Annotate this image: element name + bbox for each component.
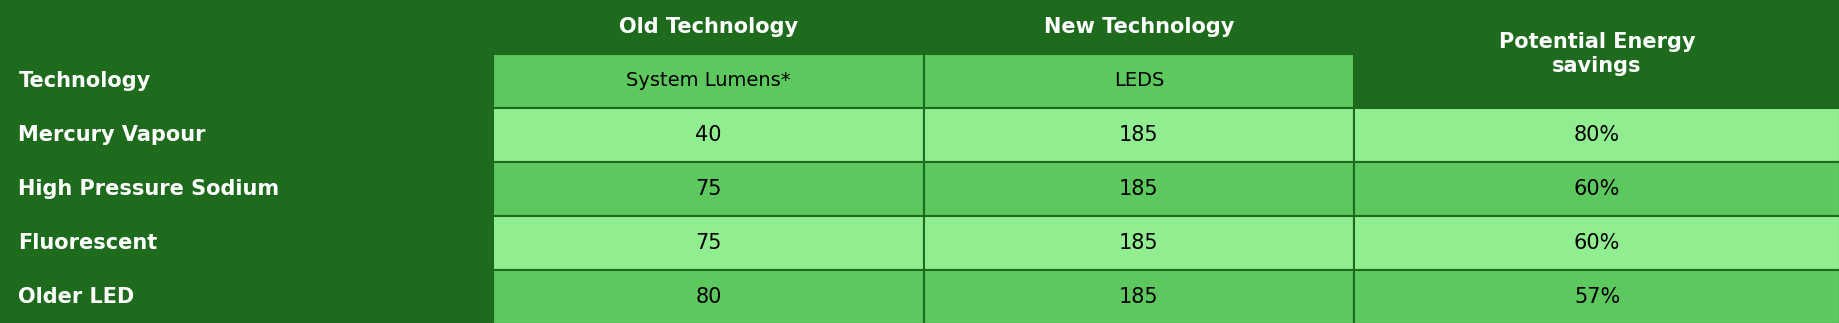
Bar [493, 108, 923, 162]
Text: 185: 185 [1118, 125, 1159, 145]
Text: Potential Energy
savings: Potential Energy savings [1499, 32, 1694, 76]
Text: 185: 185 [1118, 179, 1159, 199]
Text: Mercury Vapour: Mercury Vapour [18, 125, 206, 145]
Text: 40: 40 [695, 125, 721, 145]
Bar [493, 162, 923, 216]
Text: 60%: 60% [1572, 233, 1620, 253]
Bar [0, 216, 493, 270]
Text: Older LED: Older LED [18, 287, 134, 307]
Bar [0, 54, 493, 108]
Bar [0, 108, 493, 162]
Bar [1354, 108, 1839, 162]
Bar [1354, 216, 1839, 270]
Text: 60%: 60% [1572, 179, 1620, 199]
Text: System Lumens*: System Lumens* [625, 71, 791, 90]
Text: Fluorescent: Fluorescent [18, 233, 158, 253]
Text: 80: 80 [695, 287, 721, 307]
Text: 57%: 57% [1572, 287, 1620, 307]
Bar [923, 108, 1354, 162]
Text: 75: 75 [695, 179, 721, 199]
Bar [493, 54, 923, 108]
Bar [493, 216, 923, 270]
Bar [923, 162, 1354, 216]
Bar [923, 54, 1354, 108]
Bar [923, 0, 1354, 54]
Bar [923, 270, 1354, 323]
Text: 185: 185 [1118, 287, 1159, 307]
Text: Technology: Technology [18, 71, 151, 91]
Bar [1354, 162, 1839, 216]
Text: 80%: 80% [1572, 125, 1620, 145]
Bar [1354, 270, 1839, 323]
Bar [0, 270, 493, 323]
Bar [493, 0, 923, 54]
Bar [0, 0, 493, 54]
Text: New Technology: New Technology [1043, 17, 1234, 37]
Text: LEDS: LEDS [1113, 71, 1164, 90]
Bar [0, 162, 493, 216]
Bar [1354, 0, 1839, 108]
Text: High Pressure Sodium: High Pressure Sodium [18, 179, 280, 199]
Text: 75: 75 [695, 233, 721, 253]
Bar [923, 216, 1354, 270]
Text: 185: 185 [1118, 233, 1159, 253]
Bar [493, 270, 923, 323]
Text: Old Technology: Old Technology [618, 17, 798, 37]
